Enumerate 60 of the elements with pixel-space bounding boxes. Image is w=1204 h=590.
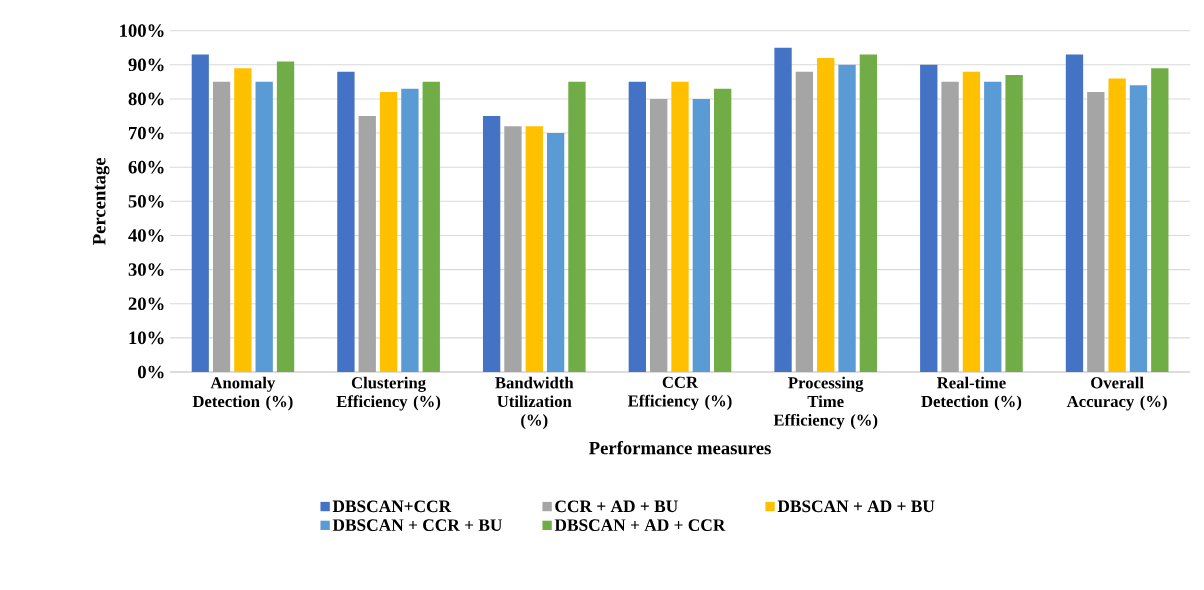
bar — [650, 98, 668, 372]
bar — [628, 81, 646, 372]
bar — [401, 88, 419, 372]
bar — [714, 88, 732, 372]
x-axis-title: Performance measures — [589, 441, 771, 455]
legend-label: CCR + AD + BU — [555, 500, 678, 513]
bar — [795, 71, 814, 372]
bar — [1087, 92, 1105, 372]
bar — [422, 81, 440, 372]
bar — [859, 54, 878, 372]
y-tick-label: 20% — [128, 297, 164, 311]
y-tick-label: 60% — [128, 160, 164, 174]
bar — [1108, 78, 1126, 372]
y-tick-label: 90% — [128, 58, 164, 72]
legend-label: DBSCAN + AD + CCR — [554, 519, 726, 531]
y-tick-label: 70% — [129, 126, 164, 140]
bar — [234, 68, 252, 372]
x-tick-label: Processing Time Efficiency (%) — [773, 376, 878, 430]
bar — [191, 54, 209, 372]
y-tick-label: 50% — [128, 195, 164, 208]
y-tick-label: 0% — [138, 365, 164, 379]
bar — [1065, 54, 1084, 372]
legend-label: DBSCAN+CCR — [332, 500, 452, 513]
bar — [1005, 75, 1023, 372]
bar — [984, 81, 1002, 372]
y-tick-label: 100% — [120, 24, 164, 37]
bar — [1151, 68, 1169, 372]
x-tick-label: Overall Accuracy (%) — [1066, 376, 1167, 411]
bar — [276, 61, 295, 372]
x-tick-label: Anomaly Detection (%) — [192, 376, 293, 411]
x-tick-label: Real-time Detection (%) — [921, 376, 1022, 411]
bar — [920, 64, 938, 372]
bar — [962, 71, 981, 372]
y-tick-label: 40% — [128, 229, 164, 242]
x-tick-label: Bandwidth Utilization (%) — [495, 376, 574, 430]
x-tick-label: CCR Efficiency (%) — [628, 376, 732, 411]
bar — [337, 71, 355, 372]
bar — [255, 81, 273, 372]
bar — [504, 126, 522, 372]
bar — [692, 98, 710, 372]
bar — [941, 81, 959, 372]
bar — [358, 116, 376, 372]
bar — [817, 57, 835, 372]
bar — [525, 126, 543, 372]
bar — [671, 81, 689, 372]
y-tick-label: 30% — [128, 263, 164, 276]
bar — [379, 92, 398, 372]
y-axis-title: Percentage — [93, 157, 110, 245]
bar — [482, 116, 501, 372]
y-tick-label: 10% — [129, 331, 164, 345]
y-tick-label: 80% — [128, 92, 164, 106]
legend-label: DBSCAN + CCR + BU — [332, 519, 502, 531]
bar — [212, 81, 231, 372]
bar — [774, 47, 792, 372]
legend-label: DBSCAN + AD + BU — [777, 500, 935, 513]
x-tick-label: Clustering Efficiency (%) — [336, 376, 441, 411]
bar — [546, 133, 565, 372]
bar — [838, 64, 856, 372]
bar — [1129, 85, 1148, 372]
bar — [568, 81, 586, 372]
